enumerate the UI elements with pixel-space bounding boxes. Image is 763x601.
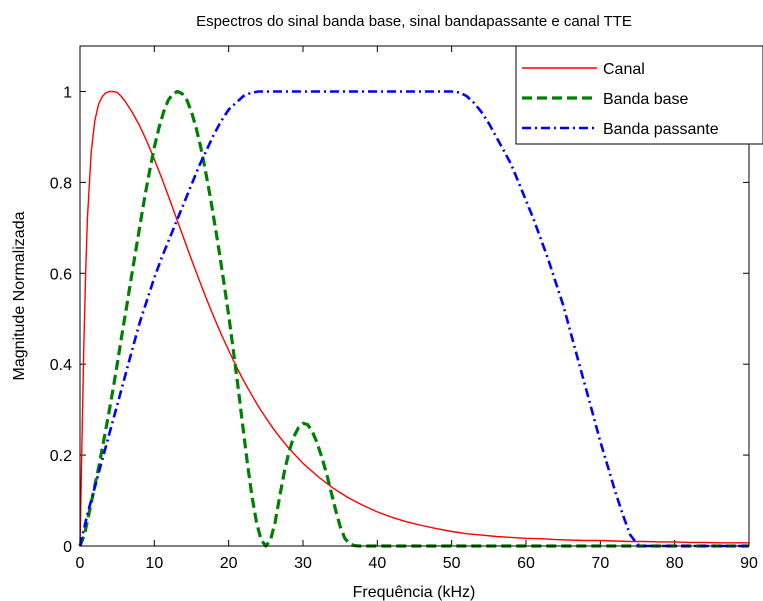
x-axis-label: Frequência (kHz) — [353, 584, 476, 601]
tick-labels: 0 10 20 30 40 50 60 70 80 90 0 0.2 0.4 0.6 0.8 1 — [50, 84, 758, 572]
legend: Canal Banda base Banda passante — [515, 45, 763, 145]
x-tick-label: 0 — [76, 555, 85, 572]
x-tick-label: 90 — [740, 555, 758, 572]
x-tick-label: 70 — [591, 555, 609, 572]
x-tick-label: 30 — [294, 555, 312, 572]
chart-title: Espectros do sinal banda base, sinal ban… — [196, 13, 632, 30]
plot-frame — [79, 45, 750, 547]
x-tick-label: 60 — [517, 555, 535, 572]
y-tick-label: 0.8 — [50, 175, 72, 192]
x-tick-label: 10 — [145, 555, 163, 572]
legend-box — [515, 45, 763, 145]
x-tick-label: 50 — [443, 555, 461, 572]
y-tick-label: 0 — [63, 539, 72, 556]
y-tick-label: 1 — [63, 84, 72, 101]
legend-label: Canal — [603, 61, 645, 78]
legend-label: Banda base — [603, 91, 689, 108]
y-tick-label: 0.6 — [50, 266, 72, 283]
x-tick-label: 20 — [220, 555, 238, 572]
x-tick-label: 40 — [368, 555, 386, 572]
y-tick-label: 0.2 — [50, 448, 72, 465]
y-tick-label: 0.4 — [50, 357, 72, 374]
series-line-0 — [79, 90, 749, 547]
series-line-2 — [78, 90, 749, 548]
y-axis-label: Magnitude Normalizada — [11, 211, 28, 380]
x-tick-label: 80 — [666, 555, 684, 572]
legend-label: Banda passante — [603, 121, 719, 138]
